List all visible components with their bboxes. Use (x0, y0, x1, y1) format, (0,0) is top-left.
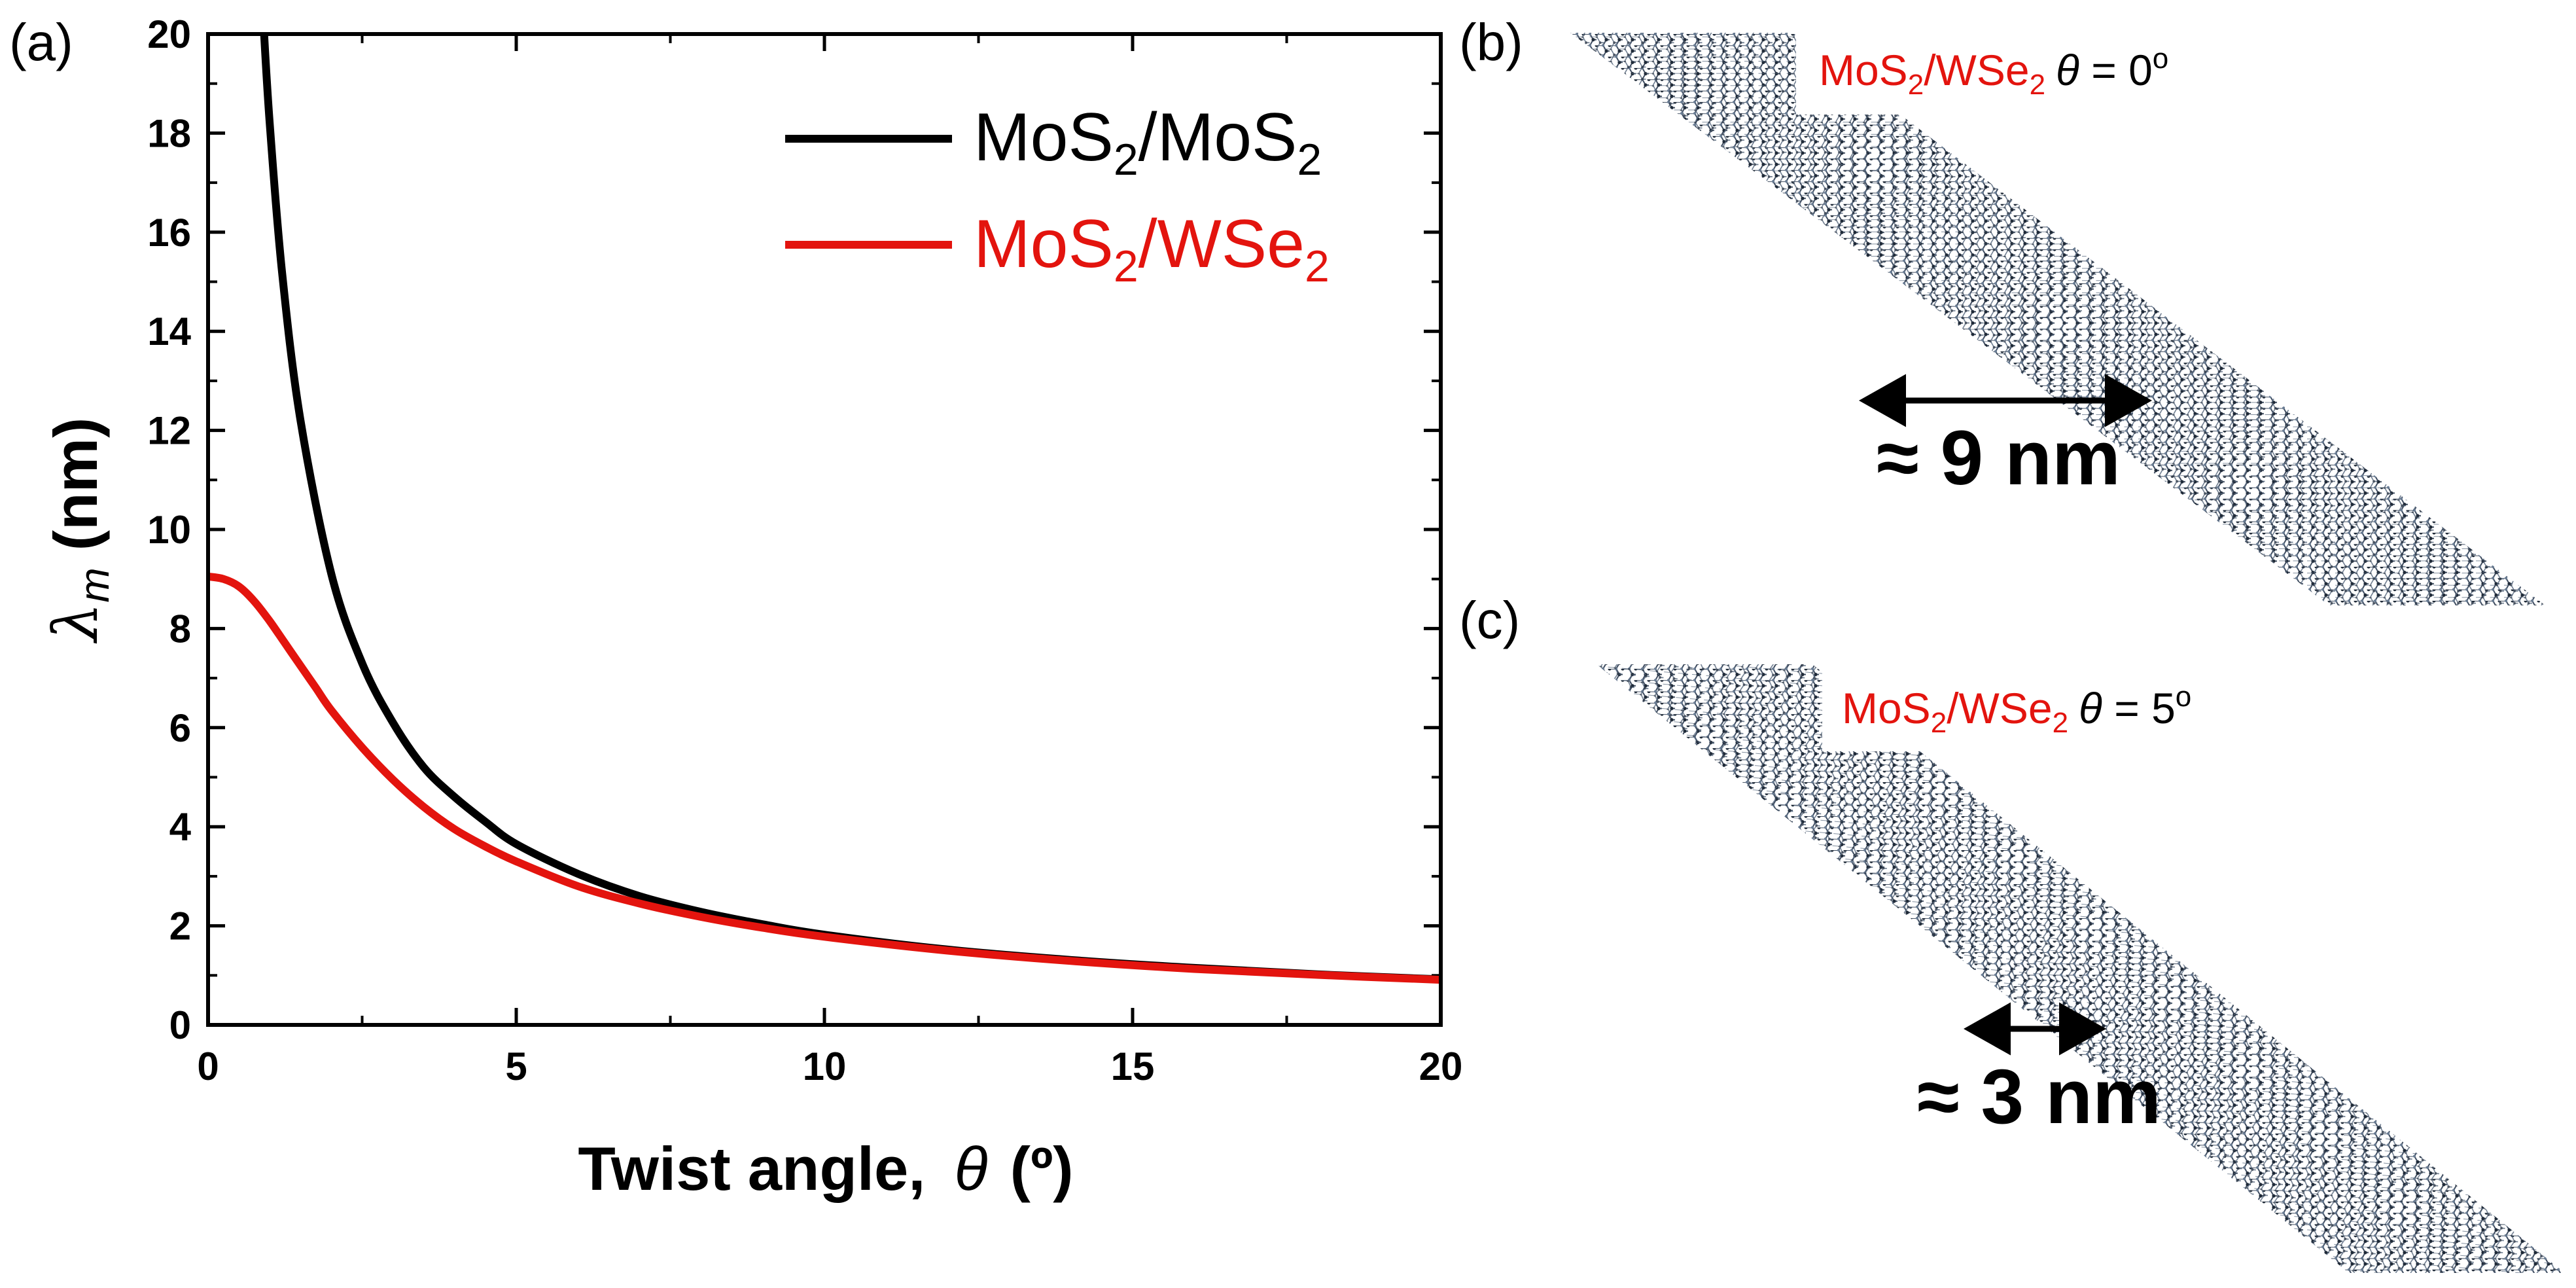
inset-b-label-sub1: 2 (1908, 69, 1924, 101)
legend-1-part-a: MoS (974, 99, 1114, 175)
panel-label-b: (b) (1459, 13, 1523, 71)
y-tick-label: 6 (169, 706, 191, 750)
inset-b-scale-text: ≈ 9 nm (1877, 415, 2121, 501)
plot-frame (206, 32, 1443, 1027)
inset-b-label-a: MoS (1819, 46, 1908, 94)
panel-label-a: (a) (9, 13, 73, 71)
legend-2-part-c: /WSe (1138, 206, 1305, 282)
legend-2-part-a: MoS (974, 206, 1114, 282)
chart-area: 0 5 10 15 20 0 2 4 6 8 10 12 14 16 18 20 Twist angle, θ… (41, 12, 1462, 1203)
x-axis-title-symbol: θ (955, 1134, 988, 1203)
inset-c: MoS2/WSe2 θ = 5o ≈ 3 nm (1597, 664, 2565, 1273)
inset-c-label-deg: o (2176, 681, 2191, 713)
legend-1-sub-2: 2 (1297, 135, 1322, 185)
x-tick-label: 10 (803, 1045, 847, 1088)
inset-c-scale-text: ≈ 3 nm (1917, 1054, 2161, 1140)
tick-labels: 0 5 10 15 20 0 2 4 6 8 10 12 14 16 18 20 (147, 12, 1462, 1088)
y-tick-label: 2 (169, 904, 191, 948)
legend-2-sub-1: 2 (1114, 241, 1138, 291)
x-axis-title-unit: (º) (1010, 1134, 1074, 1203)
axis-ticks (206, 32, 1443, 1027)
legend-1-part-c: /MoS (1138, 99, 1297, 175)
legend: MoS2/MoS2 MoS2/WSe2 (785, 99, 1330, 291)
inset-b-label: MoS2/WSe2 θ = 0o (1819, 43, 2168, 101)
y-tick-label: 10 (147, 508, 191, 552)
y-axis-title-symbol: λ (41, 603, 112, 645)
inset-b-label-bg (1796, 36, 2231, 115)
x-tick-label: 0 (197, 1045, 219, 1088)
inset-c-label-theta: θ (2079, 684, 2102, 732)
legend-label-mos2-wse2: MoS2/WSe2 (974, 206, 1330, 291)
inset-b-label-c: /WSe (1924, 46, 2029, 94)
inset-b-label-eq: = 0 (2079, 46, 2153, 94)
inset-c-label: MoS2/WSe2 θ = 5o (1842, 681, 2191, 739)
y-tick-label: 12 (147, 409, 191, 453)
y-tick-label: 18 (147, 111, 191, 155)
inset-b-label-sub2: 2 (2030, 69, 2045, 101)
y-axis-title: λm (nm) (41, 418, 118, 645)
inset-c-label-bg (1822, 673, 2264, 751)
series-line-mos2-wse2 (208, 572, 1441, 984)
inset-c-label-a: MoS (1842, 684, 1931, 732)
x-axis-title: Twist angle, θ (º) (578, 1134, 1073, 1203)
inset-b: MoS2/WSe2 θ = 0o ≈ 9 nm (1570, 33, 2545, 605)
y-tick-label: 16 (147, 211, 191, 255)
x-axis-title-main: Twist angle, (578, 1134, 925, 1203)
y-tick-label: 20 (147, 12, 191, 56)
y-tick-label: 0 (169, 1003, 191, 1047)
y-tick-label: 4 (169, 805, 192, 849)
legend-1-sub-1: 2 (1114, 135, 1138, 185)
inset-c-label-sub2: 2 (2053, 707, 2068, 739)
x-tick-label: 15 (1111, 1045, 1155, 1088)
legend-2-sub-2: 2 (1305, 241, 1330, 291)
y-axis-title-unit: (nm) (41, 418, 110, 551)
x-tick-label: 5 (505, 1045, 527, 1088)
inset-b-label-deg: o (2153, 43, 2168, 75)
panel-label-c: (c) (1459, 591, 1520, 649)
inset-c-label-sub1: 2 (1931, 707, 1947, 739)
inset-b-label-theta: θ (2056, 46, 2079, 94)
inset-c-label-eq: = 5 (2102, 684, 2176, 732)
y-tick-label: 14 (147, 310, 191, 353)
legend-label-mos2-mos2: MoS2/MoS2 (974, 99, 1322, 185)
y-tick-label: 8 (169, 607, 191, 651)
y-axis-title-sub: m (71, 567, 118, 602)
series-layer (208, 34, 1441, 984)
inset-c-label-c: /WSe (1947, 684, 2052, 732)
x-tick-label: 20 (1419, 1045, 1463, 1088)
